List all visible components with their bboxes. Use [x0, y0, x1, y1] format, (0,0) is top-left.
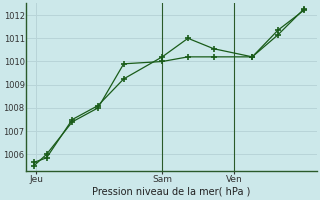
X-axis label: Pression niveau de la mer( hPa ): Pression niveau de la mer( hPa ): [92, 187, 251, 197]
